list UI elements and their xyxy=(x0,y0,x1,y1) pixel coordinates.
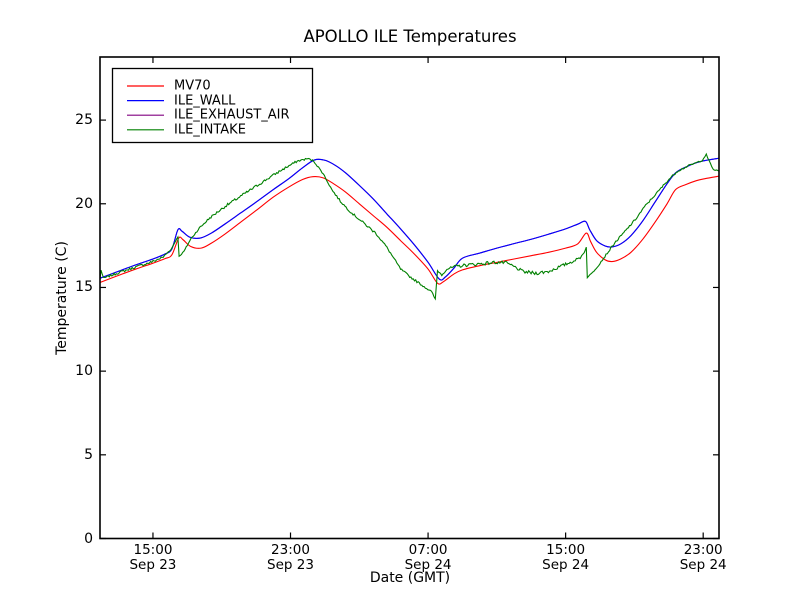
series-line-ile_exhaust_air xyxy=(100,157,719,281)
legend-entry-label: MV70 xyxy=(174,78,211,94)
series-line-ile_intake xyxy=(100,152,719,301)
legend-entry-label: ILE_INTAKE xyxy=(174,122,246,138)
legend-entry-label: ILE_WALL xyxy=(174,93,236,109)
chart-title: APOLLO ILE Temperatures xyxy=(303,27,517,46)
axes-frame xyxy=(99,56,720,540)
x-tick-label: 15:00 Sep 23 xyxy=(129,542,177,573)
x-tick-label: 15:00 Sep 24 xyxy=(542,542,590,573)
x-tick-label: 23:00 Sep 23 xyxy=(267,542,314,573)
y-tick-label: 0 xyxy=(84,530,93,547)
y-tick-label: 20 xyxy=(75,195,93,212)
y-axis-label: Temperature (C) xyxy=(54,241,70,355)
x-tick-label: 23:00 Sep 24 xyxy=(679,542,727,573)
y-tick-label: 10 xyxy=(75,363,93,380)
y-tick-label: 25 xyxy=(75,112,93,129)
y-tick-label: 15 xyxy=(75,279,93,296)
series-line-mv70 xyxy=(100,175,719,285)
x-axis-label: Date (GMT) xyxy=(369,570,451,586)
legend-entry-label: ILE_EXHAUST_AIR xyxy=(174,107,290,123)
x-tick-label: 07:00 Sep 24 xyxy=(404,542,452,573)
series-line-ile_wall xyxy=(100,157,719,281)
y-tick-label: 5 xyxy=(84,446,93,463)
